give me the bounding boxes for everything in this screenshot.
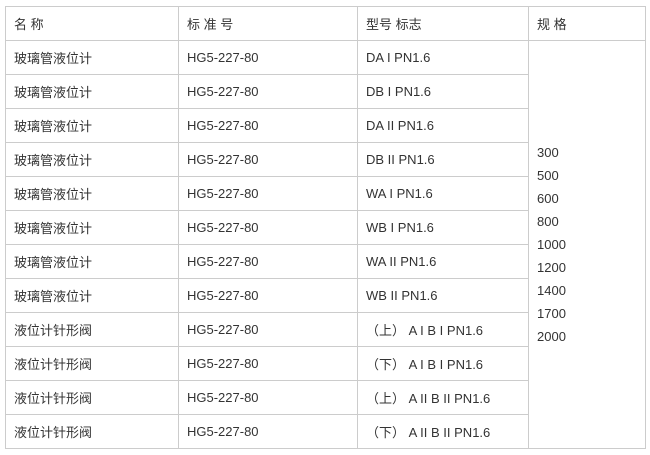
cell-standard: HG5-227-80	[178, 108, 358, 143]
spec-value: 1000	[537, 237, 566, 252]
table-row: 玻璃管液位计 HG5-227-80 DA I PN1.6 300 500 600…	[5, 40, 646, 449]
column-header-model: 型号 标志	[357, 6, 529, 41]
cell-name: 玻璃管液位计	[5, 108, 179, 143]
spec-value: 800	[537, 214, 559, 229]
cell-model: （下） A II B II PN1.6	[357, 414, 529, 449]
column-header-standard: 标 准 号	[178, 6, 358, 41]
table-row: 玻璃管液位计 HG5-227-80 WB II PN1.6	[5, 278, 646, 313]
spec-value: 1400	[537, 283, 566, 298]
cell-name: 玻璃管液位计	[5, 74, 179, 109]
cell-name: 液位计针形阀	[5, 346, 179, 381]
cell-model: DB I PN1.6	[357, 74, 529, 109]
cell-model: WA I PN1.6	[357, 176, 529, 211]
cell-name: 玻璃管液位计	[5, 142, 179, 177]
cell-name: 玻璃管液位计	[5, 40, 179, 75]
cell-name: 液位计针形阀	[5, 380, 179, 415]
spec-value: 1700	[537, 306, 566, 321]
cell-standard: HG5-227-80	[178, 176, 358, 211]
column-header-spec: 规 格	[528, 6, 646, 41]
column-header-name: 名 称	[5, 6, 179, 41]
cell-name: 玻璃管液位计	[5, 244, 179, 279]
cell-model: DB II PN1.6	[357, 142, 529, 177]
cell-model: （上） A II B II PN1.6	[357, 380, 529, 415]
table-row: 液位计针形阀 HG5-227-80 （上） A II B II PN1.6	[5, 380, 646, 415]
spec-value: 300	[537, 145, 559, 160]
table-row: 液位计针形阀 HG5-227-80 （上） A I B I PN1.6	[5, 312, 646, 347]
cell-standard: HG5-227-80	[178, 414, 358, 449]
cell-model: WA II PN1.6	[357, 244, 529, 279]
cell-name: 液位计针形阀	[5, 312, 179, 347]
cell-model: WB I PN1.6	[357, 210, 529, 245]
product-spec-table: 名 称 标 准 号 型号 标志 规 格 玻璃管液位计 HG5-227-80 DA…	[5, 6, 646, 449]
cell-model: DA II PN1.6	[357, 108, 529, 143]
cell-standard: HG5-227-80	[178, 278, 358, 313]
table-row: 液位计针形阀 HG5-227-80 （下） A I B I PN1.6	[5, 346, 646, 381]
spec-value: 1200	[537, 260, 566, 275]
spec-merged-cell: 300 500 600 800 1000 1200 1400 1700 2000	[528, 40, 646, 449]
cell-standard: HG5-227-80	[178, 380, 358, 415]
cell-standard: HG5-227-80	[178, 74, 358, 109]
cell-model: （上） A I B I PN1.6	[357, 312, 529, 347]
cell-standard: HG5-227-80	[178, 346, 358, 381]
cell-standard: HG5-227-80	[178, 312, 358, 347]
spec-value: 2000	[537, 329, 566, 344]
header-row: 名 称 标 准 号 型号 标志 规 格	[5, 6, 646, 41]
cell-name: 液位计针形阀	[5, 414, 179, 449]
cell-standard: HG5-227-80	[178, 210, 358, 245]
cell-model: WB II PN1.6	[357, 278, 529, 313]
table-row: 玻璃管液位计 HG5-227-80 DA II PN1.6	[5, 108, 646, 143]
cell-standard: HG5-227-80	[178, 142, 358, 177]
spec-value: 500	[537, 168, 559, 183]
cell-name: 玻璃管液位计	[5, 210, 179, 245]
cell-standard: HG5-227-80	[178, 244, 358, 279]
table-row: 玻璃管液位计 HG5-227-80 DB I PN1.6	[5, 74, 646, 109]
table-row: 玻璃管液位计 HG5-227-80 WA I PN1.6	[5, 176, 646, 211]
cell-name: 玻璃管液位计	[5, 176, 179, 211]
spec-value: 600	[537, 191, 559, 206]
cell-standard: HG5-227-80	[178, 40, 358, 75]
cell-name: 玻璃管液位计	[5, 278, 179, 313]
table-row: 液位计针形阀 HG5-227-80 （下） A II B II PN1.6	[5, 414, 646, 449]
table-row: 玻璃管液位计 HG5-227-80 WB I PN1.6	[5, 210, 646, 245]
cell-model: （下） A I B I PN1.6	[357, 346, 529, 381]
table-row: 玻璃管液位计 HG5-227-80 DB II PN1.6	[5, 142, 646, 177]
cell-model: DA I PN1.6	[357, 40, 529, 75]
